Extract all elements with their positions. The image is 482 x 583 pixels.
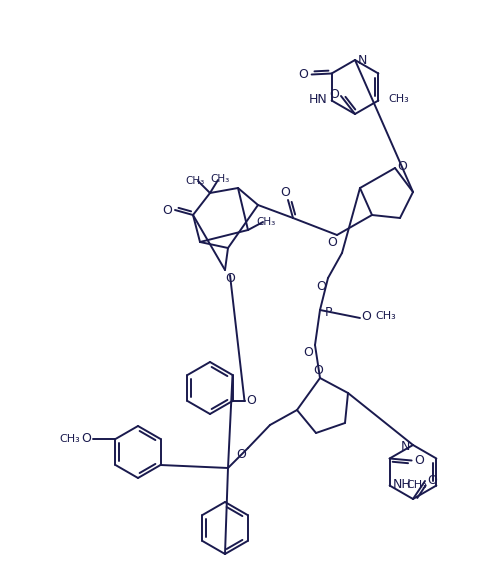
Text: O: O (236, 448, 246, 461)
Text: O: O (361, 310, 371, 322)
Text: O: O (280, 185, 290, 198)
Text: N: N (357, 54, 367, 68)
Text: O: O (415, 454, 425, 467)
Text: O: O (316, 279, 326, 293)
Text: O: O (313, 363, 323, 377)
Text: O: O (327, 237, 337, 250)
Text: O: O (329, 89, 339, 101)
Text: O: O (303, 346, 313, 359)
Text: O: O (397, 160, 407, 173)
Text: O: O (427, 473, 437, 486)
Text: CH₃: CH₃ (210, 174, 229, 184)
Text: CH₃: CH₃ (375, 311, 396, 321)
Text: O: O (225, 272, 235, 285)
Text: P: P (324, 307, 332, 319)
Text: O: O (162, 203, 172, 216)
Text: NH: NH (393, 478, 412, 491)
Text: CH₃: CH₃ (388, 94, 409, 104)
Text: CH₃: CH₃ (59, 434, 80, 444)
Text: HN: HN (309, 93, 328, 106)
Text: CH₃: CH₃ (186, 176, 205, 186)
Text: O: O (299, 68, 308, 81)
Text: O: O (247, 395, 256, 408)
Text: CH₃: CH₃ (256, 217, 276, 227)
Text: O: O (81, 433, 92, 445)
Text: CH₃: CH₃ (406, 479, 427, 490)
Text: N: N (401, 440, 410, 452)
